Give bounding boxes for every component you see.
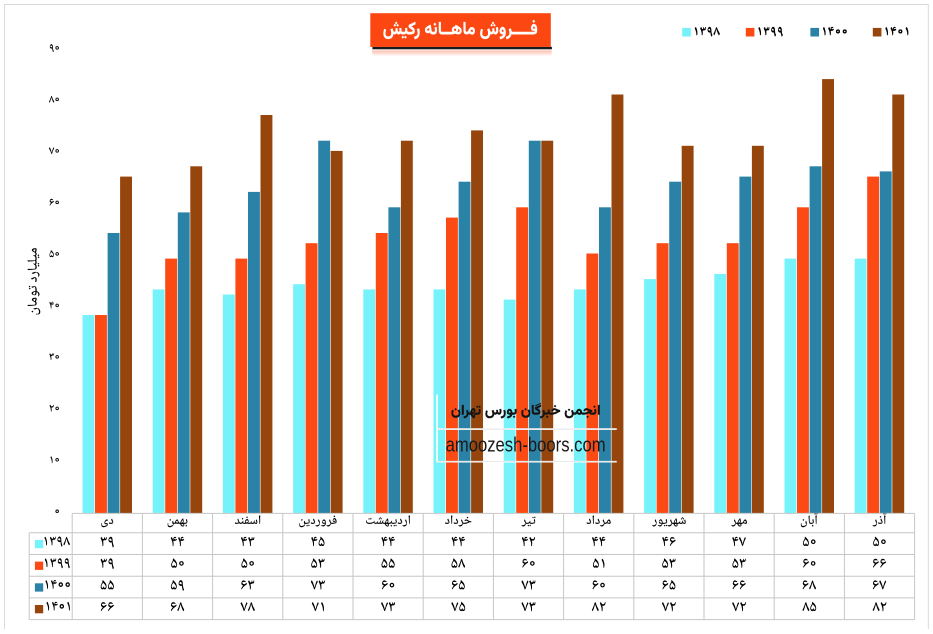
svg-text:amoozesh-boors.com: amoozesh-boors.com [446, 434, 606, 456]
